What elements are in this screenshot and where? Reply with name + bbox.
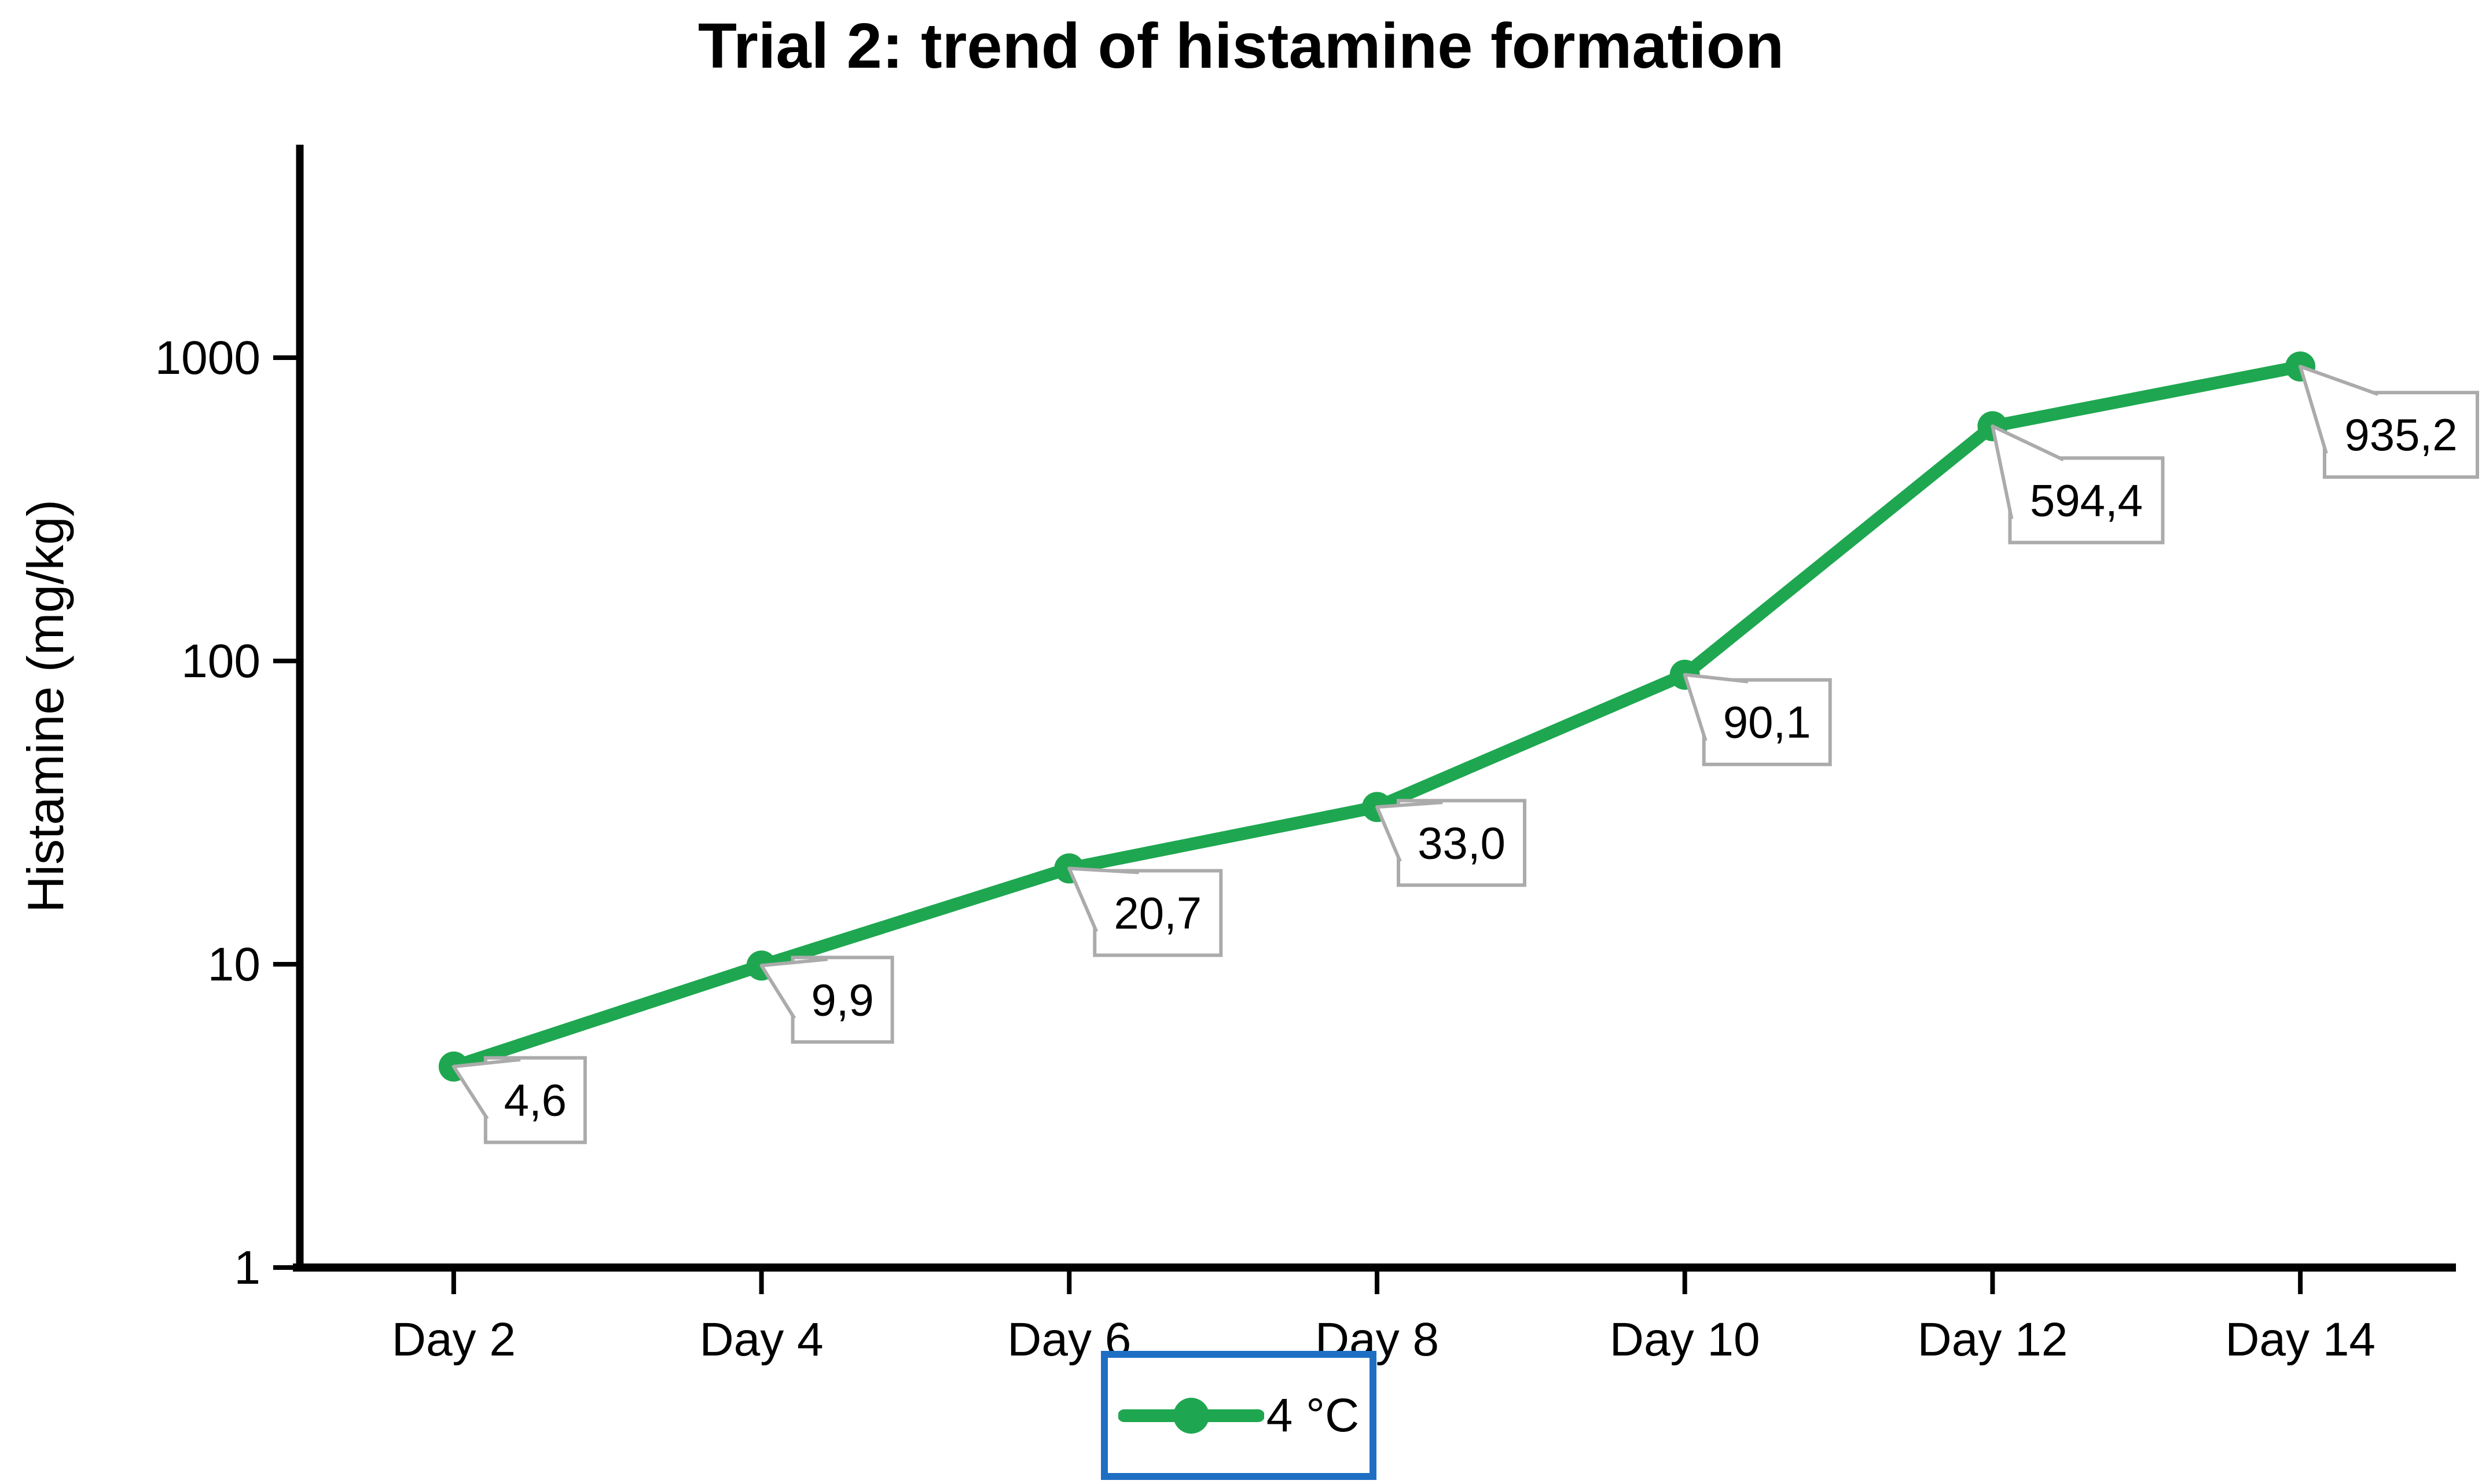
y-tick-label: 1000	[155, 332, 260, 384]
x-tick-label: Day 2	[392, 1313, 516, 1366]
x-tick-label: Day 4	[699, 1313, 823, 1366]
data-label-value: 935,2	[2344, 409, 2457, 460]
data-label-leader	[1067, 866, 1139, 932]
data-label-value: 594,4	[2030, 475, 2143, 526]
legend[interactable]: 4 °C	[1101, 1351, 1376, 1480]
data-label-value: 20,7	[1114, 887, 1202, 938]
data-label-value: 4,6	[504, 1075, 567, 1126]
legend-marker	[1173, 1397, 1209, 1434]
x-tick-label: Day 10	[1610, 1313, 1760, 1366]
chart-title: Trial 2: trend of histamine formation	[697, 10, 1785, 82]
data-label-leader	[451, 1057, 521, 1120]
legend-series-marker-icon	[1118, 1397, 1264, 1434]
x-tick-label: Day 14	[2225, 1313, 2375, 1366]
y-tick-label: 10	[208, 938, 260, 991]
data-label-value: 33,0	[1418, 817, 1506, 868]
data-label-leader	[759, 957, 828, 1020]
data-label-leader	[2299, 365, 2379, 454]
data-label-leader	[1991, 424, 2065, 520]
data-label-leader	[1683, 673, 1749, 741]
data-label-value: 90,1	[1723, 697, 1811, 748]
data-label-value: 9,9	[811, 974, 873, 1025]
x-tick-label: Day 12	[1918, 1313, 2068, 1366]
y-tick-label: 100	[181, 635, 260, 688]
legend-label: 4 °C	[1266, 1389, 1360, 1442]
y-tick-label: 1	[234, 1241, 260, 1294]
data-label-leader	[1375, 800, 1443, 862]
